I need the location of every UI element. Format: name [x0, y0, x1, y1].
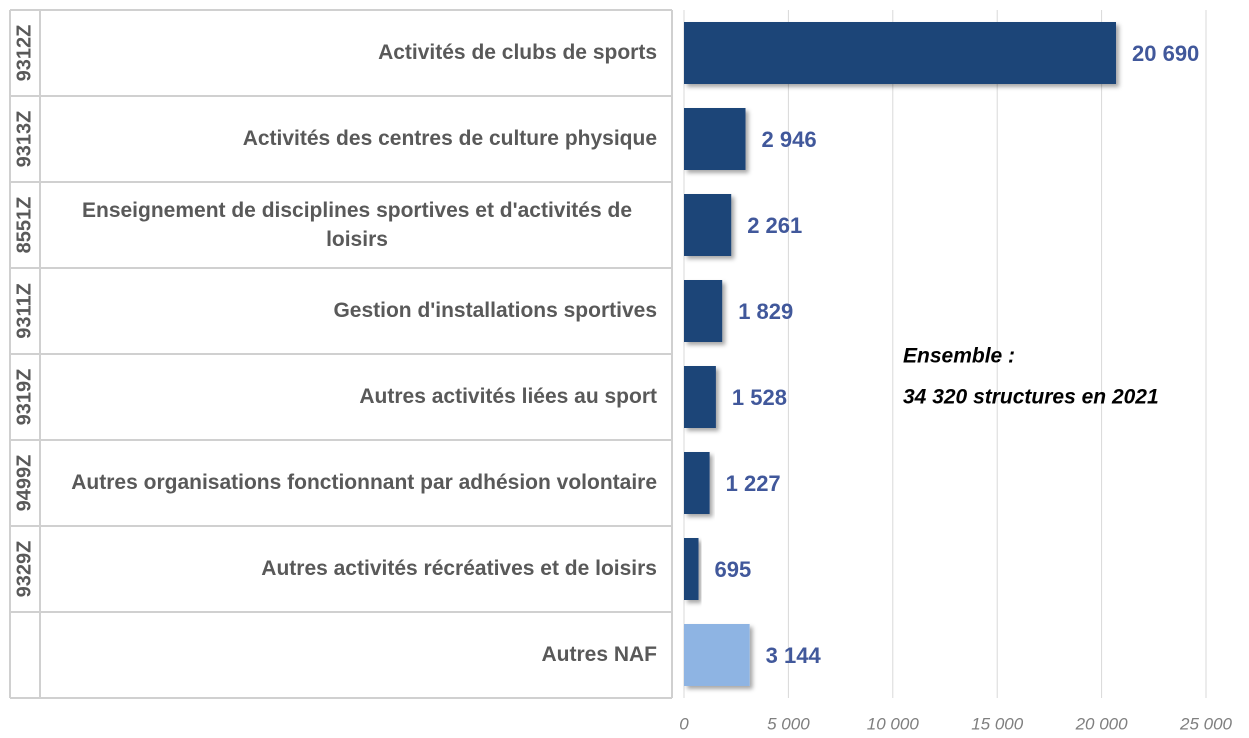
value-label: 1 528	[732, 385, 787, 410]
bar	[684, 452, 710, 514]
bar	[684, 366, 716, 428]
category-text: Gestion d'installations sportives	[333, 299, 657, 323]
bar	[684, 624, 750, 686]
category-text: Autres NAF	[541, 643, 657, 667]
bar	[684, 22, 1117, 84]
category-label: Autres NAF	[40, 612, 657, 698]
naf-code: 9313Z	[13, 111, 35, 168]
category-text: Enseignement de disciplines sportives et…	[81, 198, 632, 251]
category-text: Autres activités récréatives et de loisi…	[261, 557, 657, 581]
category-label: Enseignement de disciplines sportives et…	[40, 182, 657, 268]
category-label: Gestion d'installations sportives	[40, 268, 657, 354]
category-label: Autres organisations fonctionnant par ad…	[40, 440, 657, 526]
category-label: Activités de clubs de sports	[40, 10, 657, 96]
category-text: Autres activités liées au sport	[359, 385, 657, 409]
bar	[684, 194, 732, 256]
annotation: Ensemble :	[903, 345, 1015, 368]
value-label: 20 690	[1132, 41, 1199, 66]
x-tick-label: 20 000	[1075, 714, 1129, 733]
naf-code: 9499Z	[13, 455, 35, 512]
x-tick-label: 0	[679, 714, 689, 733]
category-label: Activités des centres de culture physiqu…	[40, 96, 657, 182]
value-label: 2 946	[762, 127, 817, 152]
bar	[684, 538, 699, 600]
naf-code: 9311Z	[13, 283, 35, 339]
bar	[684, 280, 723, 342]
bar	[684, 108, 746, 170]
category-text: Activités des centres de culture physiqu…	[242, 127, 657, 151]
value-label: 2 261	[747, 213, 802, 238]
naf-code: 9319Z	[13, 369, 35, 426]
x-tick-label: 10 000	[867, 714, 920, 733]
value-label: 1 829	[738, 299, 793, 324]
value-label: 3 144	[766, 643, 822, 668]
naf-code: 8551Z	[13, 197, 35, 254]
x-tick-label: 25 000	[1179, 714, 1233, 733]
x-tick-label: 5 000	[767, 714, 810, 733]
category-label: Autres activités liées au sport	[40, 354, 657, 440]
value-label: 695	[715, 557, 752, 582]
category-text: Autres organisations fonctionnant par ad…	[71, 471, 657, 495]
annotation: 34 320 structures en 2021	[903, 386, 1159, 409]
x-tick-label: 15 000	[971, 714, 1024, 733]
value-label: 1 227	[726, 471, 781, 496]
naf-code: 9312Z	[13, 25, 35, 82]
category-label: Autres activités récréatives et de loisi…	[40, 526, 657, 612]
naf-code: 9329Z	[13, 541, 35, 598]
category-text: Activités de clubs de sports	[378, 41, 657, 65]
